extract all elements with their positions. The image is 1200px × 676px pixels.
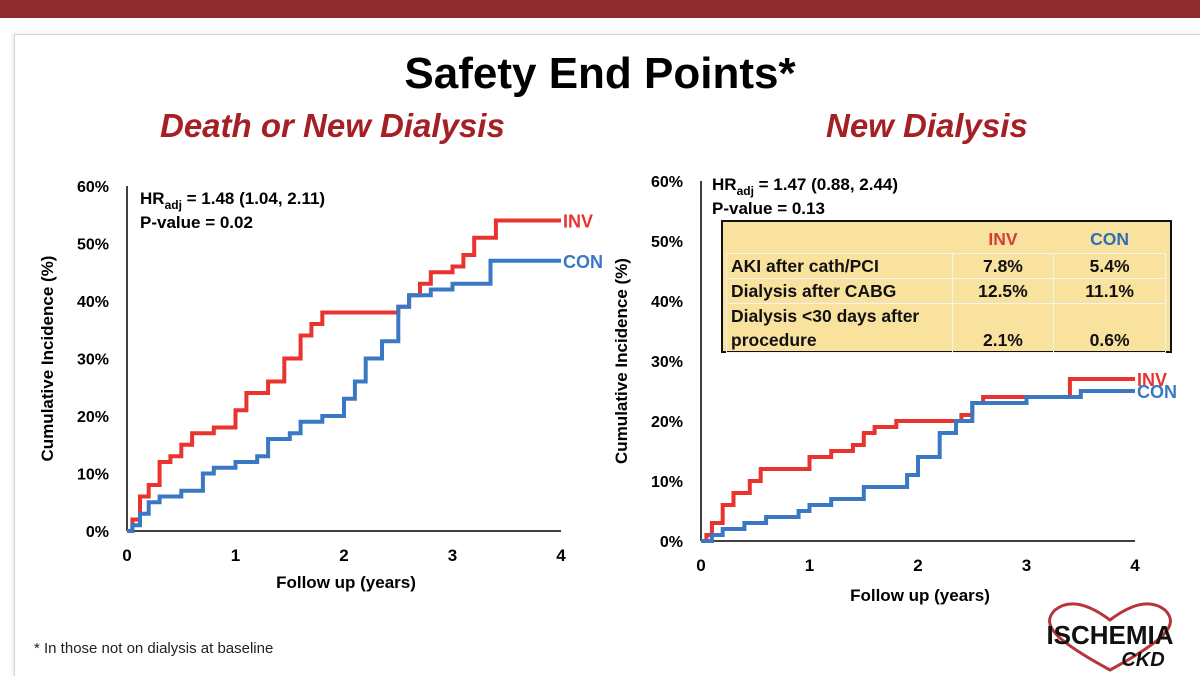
- p-value-text: P-value = 0.13: [712, 199, 825, 218]
- table-cell-con: [1053, 303, 1166, 328]
- y-tick-label: 30%: [651, 354, 683, 371]
- x-tick-label: 0: [122, 546, 131, 565]
- y-tick-label: 60%: [77, 179, 109, 196]
- table-header-blank: [727, 225, 953, 254]
- table-row-label: AKI after cath/PCI: [726, 253, 953, 279]
- table-row: Dialysis after CABG 12.5% 11.1%: [726, 278, 1166, 304]
- series-line-con: [701, 389, 1135, 543]
- hazard-ratio-text: HRadj = 1.47 (0.88, 2.44): [712, 175, 898, 198]
- y-axis-label: Cumulative Incidence (%): [612, 258, 631, 464]
- y-tick-label: 60%: [651, 174, 683, 191]
- table-cell-inv: [951, 303, 1055, 328]
- x-tick-label: 4: [556, 546, 566, 565]
- table-row: AKI after cath/PCI 7.8% 5.4%: [726, 253, 1166, 279]
- slide-title: Safety End Points*: [404, 49, 796, 98]
- y-tick-label: 0%: [86, 524, 109, 541]
- table-cell-inv: 7.8%: [951, 253, 1055, 279]
- series-label-con: CON: [1137, 382, 1177, 402]
- top-banner: [0, 0, 1200, 18]
- heart-icon: [1048, 602, 1172, 672]
- table-cell-con: 11.1%: [1053, 278, 1166, 304]
- table-cell-con: 0.6%: [1053, 328, 1166, 353]
- table-row: Dialysis <30 days after: [726, 303, 1166, 328]
- logo-main-text: ISCHEMIA: [1046, 620, 1173, 650]
- table-row: procedure 2.1% 0.6%: [726, 328, 1166, 353]
- hr-subscript: adj: [165, 198, 182, 212]
- table-header-row: INV CON: [727, 225, 1166, 254]
- x-tick-label: 0: [696, 556, 705, 575]
- y-tick-label: 50%: [651, 234, 683, 251]
- x-tick-label: 1: [805, 556, 814, 575]
- y-tick-label: 40%: [651, 294, 683, 311]
- hr-value: = 1.47 (0.88, 2.44): [754, 175, 898, 194]
- y-tick-label: 10%: [651, 474, 683, 491]
- logo-sub-text: CKD: [1121, 649, 1164, 671]
- hr-value: = 1.48 (1.04, 2.11): [182, 189, 325, 208]
- y-tick-label: 30%: [77, 352, 109, 369]
- x-tick-label: 1: [231, 546, 240, 565]
- y-tick-label: 20%: [651, 414, 683, 431]
- series-line-inv: [701, 377, 1135, 543]
- x-axis-label: Follow up (years): [276, 573, 416, 592]
- table-cell-inv: 12.5%: [951, 278, 1055, 304]
- table-row-label: procedure: [726, 328, 953, 353]
- hr-label: HR: [712, 175, 737, 194]
- y-tick-label: 40%: [77, 294, 109, 311]
- hazard-ratio-text: HRadj = 1.48 (1.04, 2.11): [140, 189, 325, 212]
- y-tick-label: 10%: [77, 467, 109, 484]
- x-tick-label: 4: [1130, 556, 1140, 575]
- y-axis-label: Cumulative Incidence (%): [38, 256, 57, 462]
- x-tick-label: 2: [339, 546, 348, 565]
- table-row-label: Dialysis <30 days after: [726, 303, 953, 328]
- series-label-inv: INV: [563, 212, 593, 232]
- ischemia-ckd-logo: ISCHEMIA CKD: [1046, 602, 1174, 672]
- p-value-text: P-value = 0.02: [140, 213, 253, 232]
- y-tick-label: 50%: [77, 237, 109, 254]
- outcomes-table: INV CON AKI after cath/PCI 7.8% 5.4% Dia…: [721, 220, 1172, 353]
- series-line-inv: [127, 218, 561, 533]
- left-chart-title: Death or New Dialysis: [160, 107, 505, 144]
- x-tick-label: 2: [913, 556, 922, 575]
- slide-background: [14, 34, 1200, 676]
- table-row-label: Dialysis after CABG: [726, 278, 953, 304]
- table-header-con: CON: [1090, 229, 1130, 249]
- series-label-inv: INV: [1137, 370, 1167, 390]
- y-tick-label: 0%: [660, 534, 683, 551]
- right-chart-title: New Dialysis: [826, 107, 1028, 144]
- x-axis-label: Follow up (years): [850, 586, 990, 605]
- footnote: * In those not on dialysis at baseline: [34, 640, 274, 657]
- x-tick-label: 3: [1022, 556, 1031, 575]
- series-line-con: [127, 258, 561, 533]
- table-cell-con: 5.4%: [1053, 253, 1166, 279]
- series-label-con: CON: [563, 252, 603, 272]
- hr-subscript: adj: [737, 184, 754, 198]
- x-tick-label: 3: [448, 546, 457, 565]
- table-header-inv: INV: [988, 229, 1018, 249]
- y-tick-label: 20%: [77, 409, 109, 426]
- hr-label: HR: [140, 189, 165, 208]
- table-cell-inv: 2.1%: [951, 328, 1055, 353]
